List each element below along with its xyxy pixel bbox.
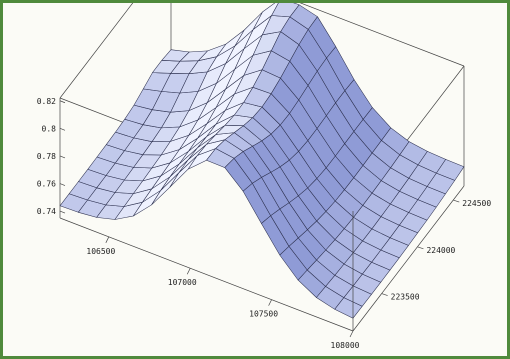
surface-cell xyxy=(436,159,465,181)
surface-cell xyxy=(253,3,279,30)
z-tick xyxy=(59,210,66,214)
z-tick-label: 0.74 xyxy=(37,207,56,216)
x-tick xyxy=(105,236,110,243)
x-tick-label: 107000 xyxy=(168,278,197,287)
x-tick-label: 108000 xyxy=(331,341,360,350)
x-tick xyxy=(268,299,272,306)
z-tick xyxy=(59,100,66,104)
z-tick-label: 0.76 xyxy=(37,180,56,189)
z-tick-label: 0.82 xyxy=(37,97,56,106)
z-tick-label: 0.8 xyxy=(42,124,57,133)
x-tick-label: 106500 xyxy=(86,247,115,256)
y-tick xyxy=(381,293,388,296)
y-tick xyxy=(453,199,460,203)
z-tick xyxy=(59,128,66,131)
surface-mesh xyxy=(59,3,465,319)
box-edge xyxy=(352,185,465,332)
x-tick xyxy=(349,330,354,338)
y-tick-label: 223500 xyxy=(391,293,420,302)
box-edge xyxy=(299,3,465,67)
z-tick xyxy=(59,183,66,186)
x-tick-label: 107500 xyxy=(249,310,278,319)
y-tick-label: 224500 xyxy=(462,199,491,208)
y-tick xyxy=(417,246,424,250)
y-axis: 223500 224000 224500 xyxy=(381,199,491,302)
x-axis: 106500 107000 107500 108000 xyxy=(86,236,360,350)
box-edge xyxy=(59,3,134,99)
y-tick-label: 224000 xyxy=(426,246,455,255)
z-tick-label: 0.78 xyxy=(37,152,56,161)
z-axis: 0.74 0.76 0.78 0.8 0.82 xyxy=(37,97,66,216)
z-tick xyxy=(59,155,66,159)
surface-plot: 0.740.760.780.80.82 10650010700010750010… xyxy=(37,3,491,350)
x-tick xyxy=(186,268,191,275)
